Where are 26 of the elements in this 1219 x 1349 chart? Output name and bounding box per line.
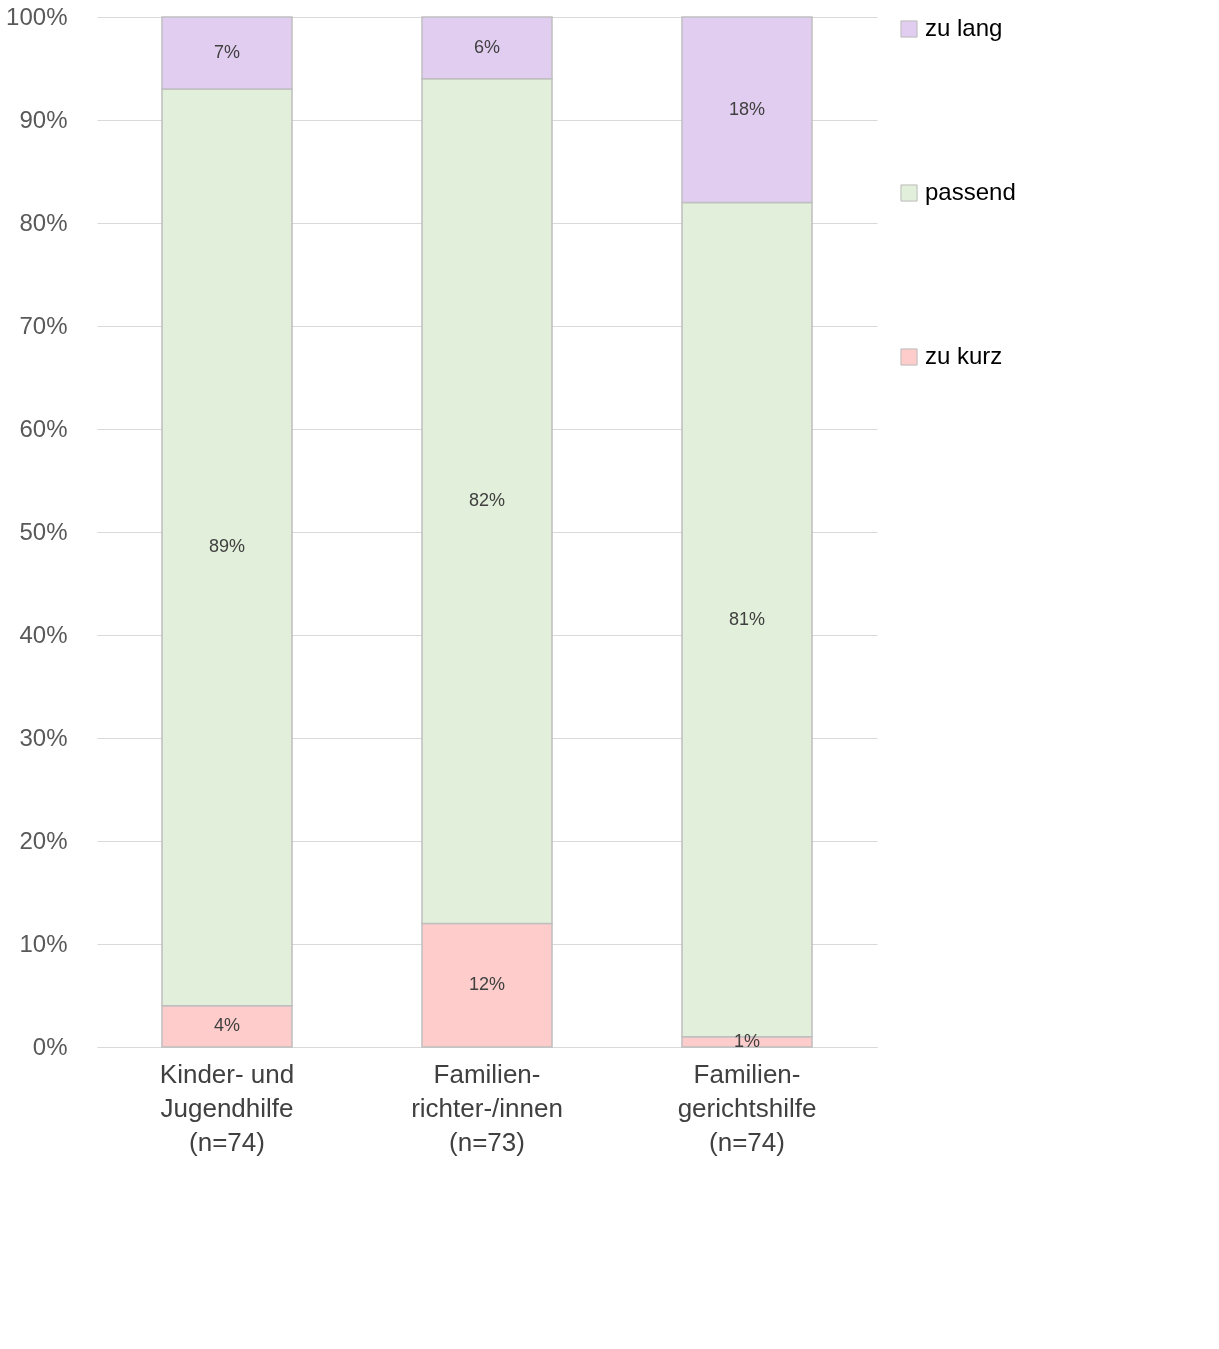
data-label: 1% xyxy=(733,1030,761,1051)
x-tick-label: Kinder- und Jugendhilfe (n=74) xyxy=(159,1058,295,1157)
legend-label: zu kurz xyxy=(925,342,1003,369)
x-tick-label: Familien- gerichtshilfe (n=74) xyxy=(677,1058,817,1157)
data-label: 7% xyxy=(213,42,241,63)
y-tick-label: 90% xyxy=(19,105,68,133)
legend-label: passend xyxy=(925,178,1016,205)
y-tick-label: 80% xyxy=(19,208,68,236)
y-tick-label: 50% xyxy=(19,517,68,545)
y-tick-label: 10% xyxy=(19,929,68,957)
x-tick-label: Familien- richter-/innen (n=73) xyxy=(411,1058,563,1157)
data-label: 18% xyxy=(728,98,766,119)
y-tick-label: 20% xyxy=(19,826,68,854)
y-tick-label: 30% xyxy=(19,723,68,751)
data-label: 6% xyxy=(473,36,501,57)
data-label: 89% xyxy=(208,536,246,557)
y-tick-label: 100% xyxy=(6,2,68,30)
y-tick-label: 70% xyxy=(19,311,68,339)
y-tick-label: 40% xyxy=(19,620,68,648)
data-label: 81% xyxy=(728,608,766,629)
y-tick-label: 60% xyxy=(19,414,68,442)
legend-label: zu lang xyxy=(925,14,1003,41)
y-tick-label: 0% xyxy=(32,1032,68,1060)
data-label: 82% xyxy=(468,490,506,511)
data-label: 4% xyxy=(213,1015,241,1036)
data-label: 12% xyxy=(468,974,506,995)
